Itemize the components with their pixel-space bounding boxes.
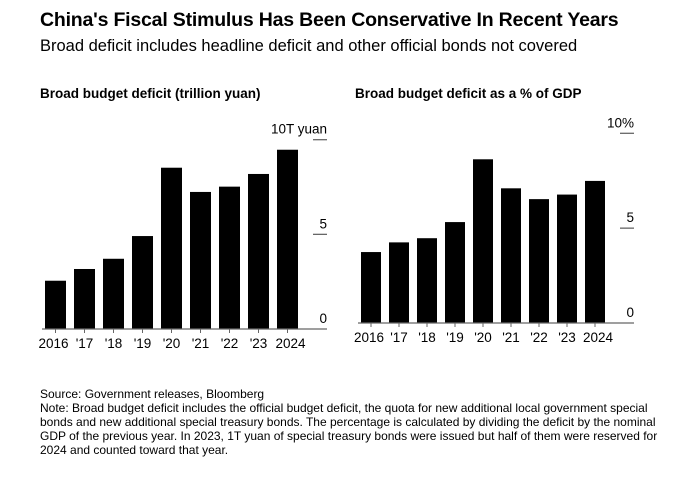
left-xtick-label-2: '18 (105, 336, 123, 351)
note-text: Note: Broad budget deficit includes the … (40, 401, 658, 457)
left-ytick-label-5: 5 (319, 216, 327, 231)
left-xtick-label-6: '22 (221, 336, 239, 351)
right-bar-7 (557, 194, 577, 323)
right-bar-3 (445, 222, 465, 323)
left-xtick-label-0: 2016 (38, 336, 68, 351)
right-xtick-label-0: 2016 (354, 330, 384, 345)
left-xtick-label-1: '17 (76, 336, 94, 351)
left-bar-4 (161, 167, 182, 329)
right-xtick-label-1: '17 (390, 330, 408, 345)
left-bar-1 (74, 268, 95, 329)
left-xtick-label-3: '19 (134, 336, 152, 351)
left-bar-0 (45, 280, 66, 329)
chart-title: China's Fiscal Stimulus Has Been Conserv… (40, 9, 619, 31)
right-xtick-label-8: 2024 (583, 330, 614, 345)
left-xtick-label-4: '20 (163, 336, 181, 351)
left-ytick-label-0: 0 (319, 311, 327, 326)
chart-notes: Source: Government releases, Bloomberg N… (40, 387, 680, 457)
right-xtick-label-4: '20 (474, 330, 492, 345)
left-xtick-label-7: '23 (250, 336, 268, 351)
right-bar-8 (585, 180, 605, 323)
right-bar-4 (473, 159, 493, 323)
source-text: Source: Government releases, Bloomberg (40, 387, 265, 401)
right-ytick-label-10: 10% (607, 115, 634, 130)
left-chart-title: Broad budget deficit (trillion yuan) (40, 86, 261, 101)
right-xtick-label-6: '22 (530, 330, 548, 345)
right-xtick-label-3: '19 (446, 330, 464, 345)
left-bar-6 (219, 186, 240, 329)
right-bar-2 (417, 238, 437, 323)
right-chart-title: Broad budget deficit as a % of GDP (355, 86, 582, 101)
left-xtick-label-5: '21 (192, 336, 210, 351)
right-bar-5 (501, 188, 521, 323)
right-ytick-label-0: 0 (626, 305, 634, 320)
right-ytick-label-5: 5 (626, 210, 634, 225)
left-bar-7 (248, 173, 269, 329)
left-bar-3 (132, 236, 153, 329)
left-bar-5 (190, 191, 211, 329)
right-bar-0 (361, 252, 381, 323)
right-xtick-label-2: '18 (418, 330, 436, 345)
left-xtick-label-8: 2024 (275, 336, 306, 351)
left-bar-8 (277, 149, 298, 329)
chart-subtitle: Broad deficit includes headline deficit … (40, 37, 578, 55)
right-bar-1 (389, 242, 409, 323)
right-xtick-label-7: '23 (558, 330, 576, 345)
right-bar-6 (529, 199, 549, 323)
right-xtick-label-5: '21 (502, 330, 520, 345)
left-ytick-label-10: 10T yuan (271, 122, 327, 137)
left-bar-2 (103, 258, 124, 329)
